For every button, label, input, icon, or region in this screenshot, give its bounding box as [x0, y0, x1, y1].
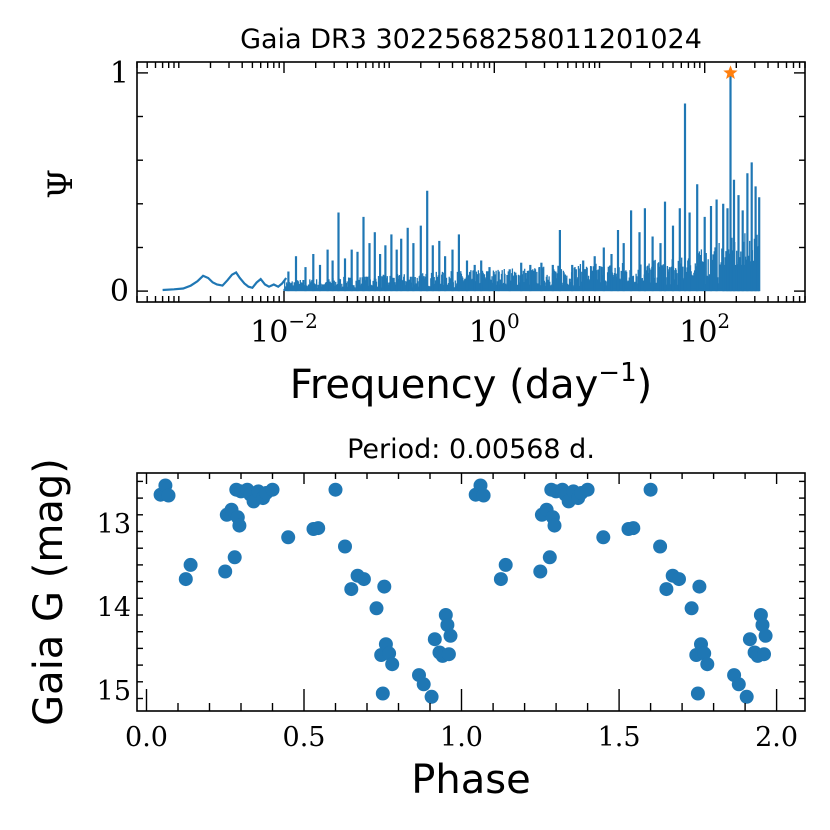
lightcurve-point — [427, 632, 442, 647]
lightcurve-point — [338, 539, 352, 554]
lightcurve-point — [441, 647, 456, 662]
lightcurve-point — [227, 550, 242, 565]
lightcurve-x-tick-label: 0.5 — [283, 722, 326, 753]
lightcurve-point — [757, 647, 771, 662]
lightcurve-point — [533, 564, 548, 579]
lightcurve-point — [344, 582, 359, 597]
lightcurve-y-tick-label: 14 — [97, 593, 131, 624]
lightcurve-point — [596, 530, 611, 545]
lightcurve-point — [369, 601, 384, 616]
periodogram-title: Gaia DR3 3022568258011201024 — [240, 24, 702, 55]
lightcurve-x-tick-label: 0.0 — [125, 722, 168, 753]
lightcurve-y-tick-label: 13 — [97, 509, 131, 540]
lightcurve-point — [643, 482, 658, 497]
lightcurve-point — [542, 550, 557, 565]
periodogram-dense-region — [723, 264, 760, 292]
lightcurve-x-tick-label: 1.5 — [598, 722, 641, 753]
periodogram-y-tick-label: 0 — [110, 274, 129, 309]
lightcurve-xlabel: Phase — [411, 757, 530, 803]
lightcurve-title: Period: 0.00568 d. — [347, 434, 595, 465]
lightcurve-point — [218, 564, 233, 579]
lightcurve-points — [153, 478, 773, 704]
periodogram-x-tick-label: 102 — [679, 309, 730, 350]
lightcurve-point — [690, 686, 705, 701]
lightcurve-point — [183, 557, 198, 572]
lightcurve-point — [739, 689, 754, 704]
lightcurve-point — [498, 557, 513, 572]
lightcurve-point — [416, 677, 431, 692]
lightcurve-x-tick-label: 2.0 — [755, 722, 798, 753]
periodogram-y-tick-label: 1 — [110, 56, 129, 91]
lightcurve-axes-frame — [136, 472, 806, 712]
lightcurve-point — [692, 579, 707, 594]
lightcurve-point — [731, 677, 746, 692]
lightcurve-point — [424, 689, 439, 704]
lightcurve-point — [265, 482, 280, 497]
lightcurve-point — [742, 632, 757, 647]
lightcurve-point — [580, 482, 595, 497]
lightcurve-point — [672, 572, 686, 587]
lightcurve-ticks: 0.0 0.5 1.0 1.5 2.0 13 14 15 — [97, 473, 805, 753]
best-frequency-star — [723, 65, 738, 79]
lightcurve-point — [311, 521, 326, 536]
lightcurve-y-tick-label: 15 — [97, 676, 131, 707]
lightcurve-panel: Period: 0.00568 d. 0.0 0.5 1.0 1.5 2.0 13 14 15… — [26, 434, 806, 803]
lightcurve-point — [443, 628, 458, 643]
lightcurve-point — [232, 518, 247, 533]
lightcurve-point — [377, 579, 392, 594]
lightcurve-point — [476, 488, 491, 503]
lightcurve-point — [375, 686, 390, 701]
lightcurve-point — [328, 482, 343, 497]
lightcurve-ylabel: Gaia G (mag) — [26, 458, 72, 726]
lightcurve-point — [382, 646, 397, 661]
lightcurve-point — [385, 657, 400, 672]
xlabel-main: Frequency (day — [290, 362, 599, 408]
lightcurve-point — [161, 488, 176, 503]
lightcurve-point — [440, 618, 455, 632]
xlabel-close: ) — [637, 362, 653, 408]
xlabel-exponent: −1 — [598, 358, 636, 388]
periodogram-ticks: 10−2 100 102 0 1 — [110, 56, 806, 350]
lightcurve-point — [356, 572, 371, 587]
lightcurve-point — [178, 572, 193, 587]
lightcurve-point — [493, 572, 508, 587]
periodogram-low-frequency-curve — [162, 271, 288, 292]
lightcurve-x-tick-label: 1.0 — [440, 722, 483, 753]
lightcurve-point — [758, 628, 773, 643]
periodogram-noise-band — [283, 233, 760, 292]
lightcurve-point — [659, 582, 674, 597]
lightcurve-point — [626, 521, 641, 536]
periodogram-ylabel: Ψ — [41, 169, 81, 199]
lightcurve-point — [697, 646, 712, 661]
periodogram-panel: Gaia DR3 3022568258011201024 10−2 100 102 0… — [41, 24, 806, 408]
periodogram-axes-frame — [136, 61, 806, 303]
periodogram-xlabel: Frequency (day−1) — [290, 358, 652, 408]
lightcurve-point — [700, 657, 715, 672]
periodogram-series — [162, 65, 761, 292]
periodogram-x-tick-label: 10−2 — [250, 309, 318, 350]
lightcurve-point — [281, 530, 296, 545]
lightcurve-point — [755, 618, 770, 632]
lightcurve-point — [653, 539, 668, 554]
periodogram-x-tick-label: 100 — [469, 309, 520, 350]
lightcurve-point — [684, 601, 699, 616]
lightcurve-point — [547, 518, 562, 533]
